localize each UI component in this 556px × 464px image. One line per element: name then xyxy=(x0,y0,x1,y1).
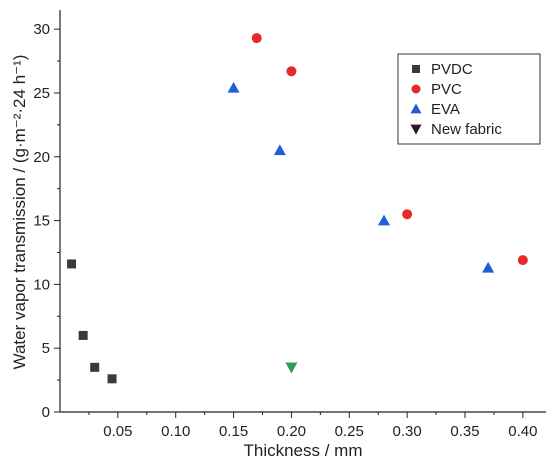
legend-marker-eva xyxy=(410,103,422,114)
x-tick-label: 0.15 xyxy=(219,423,248,440)
x-tick-label: 0.10 xyxy=(161,423,190,440)
pvc-point xyxy=(517,255,528,266)
eva-point xyxy=(227,81,240,93)
x-tick-label: 0.30 xyxy=(393,423,422,440)
eva-point xyxy=(273,144,286,156)
legend-label-new-fabric: New fabric xyxy=(431,121,502,138)
x-tick-label: 0.35 xyxy=(450,423,479,440)
x-ticks: 0.05 0.10 0.15 0.20 0.25 0.30 0.35 0.40 xyxy=(88,412,537,440)
pvdc-point xyxy=(107,374,117,384)
y-axis-label: Water vapor transmission / (g·m⁻²·24 h⁻¹… xyxy=(10,55,29,370)
y-tick-label: 25 xyxy=(33,85,50,102)
x-tick-label: 0.20 xyxy=(277,423,306,440)
x-tick-label: 0.05 xyxy=(103,423,132,440)
y-tick-label: 20 xyxy=(33,149,50,166)
x-axis-label: Thickness / mm xyxy=(243,441,362,460)
legend-marker-pvc xyxy=(411,84,421,94)
pvdc-point xyxy=(90,362,100,372)
pvc-point xyxy=(286,66,297,77)
legend-label-eva: EVA xyxy=(431,101,460,118)
legend-marker-pvdc xyxy=(412,65,420,73)
eva-point xyxy=(378,214,390,226)
pvc-point xyxy=(251,33,262,44)
legend-marker-new-fabric xyxy=(410,124,422,135)
eva-point xyxy=(482,261,495,273)
y-tick-label: 10 xyxy=(33,276,50,293)
new-fabric-point xyxy=(285,362,298,374)
y-tick-label: 5 xyxy=(42,340,50,357)
pvdc-point xyxy=(67,259,77,269)
legend: PVDC PVC EVA New fabric xyxy=(397,53,541,145)
pvdc-point xyxy=(78,330,88,340)
legend-label-pvdc: PVDC xyxy=(431,61,473,78)
y-tick-label: 0 xyxy=(42,404,50,421)
x-tick-label: 0.40 xyxy=(508,423,537,440)
y-tick-label: 30 xyxy=(33,21,50,38)
y-tick-label: 15 xyxy=(33,213,50,230)
x-tick-label: 0.25 xyxy=(335,423,364,440)
y-ticks: 0 5 10 15 20 25 30 xyxy=(33,21,60,421)
data-points xyxy=(67,33,528,384)
legend-box xyxy=(397,53,541,145)
legend-label-pvc: PVC xyxy=(431,81,462,98)
pvc-point xyxy=(402,209,413,220)
